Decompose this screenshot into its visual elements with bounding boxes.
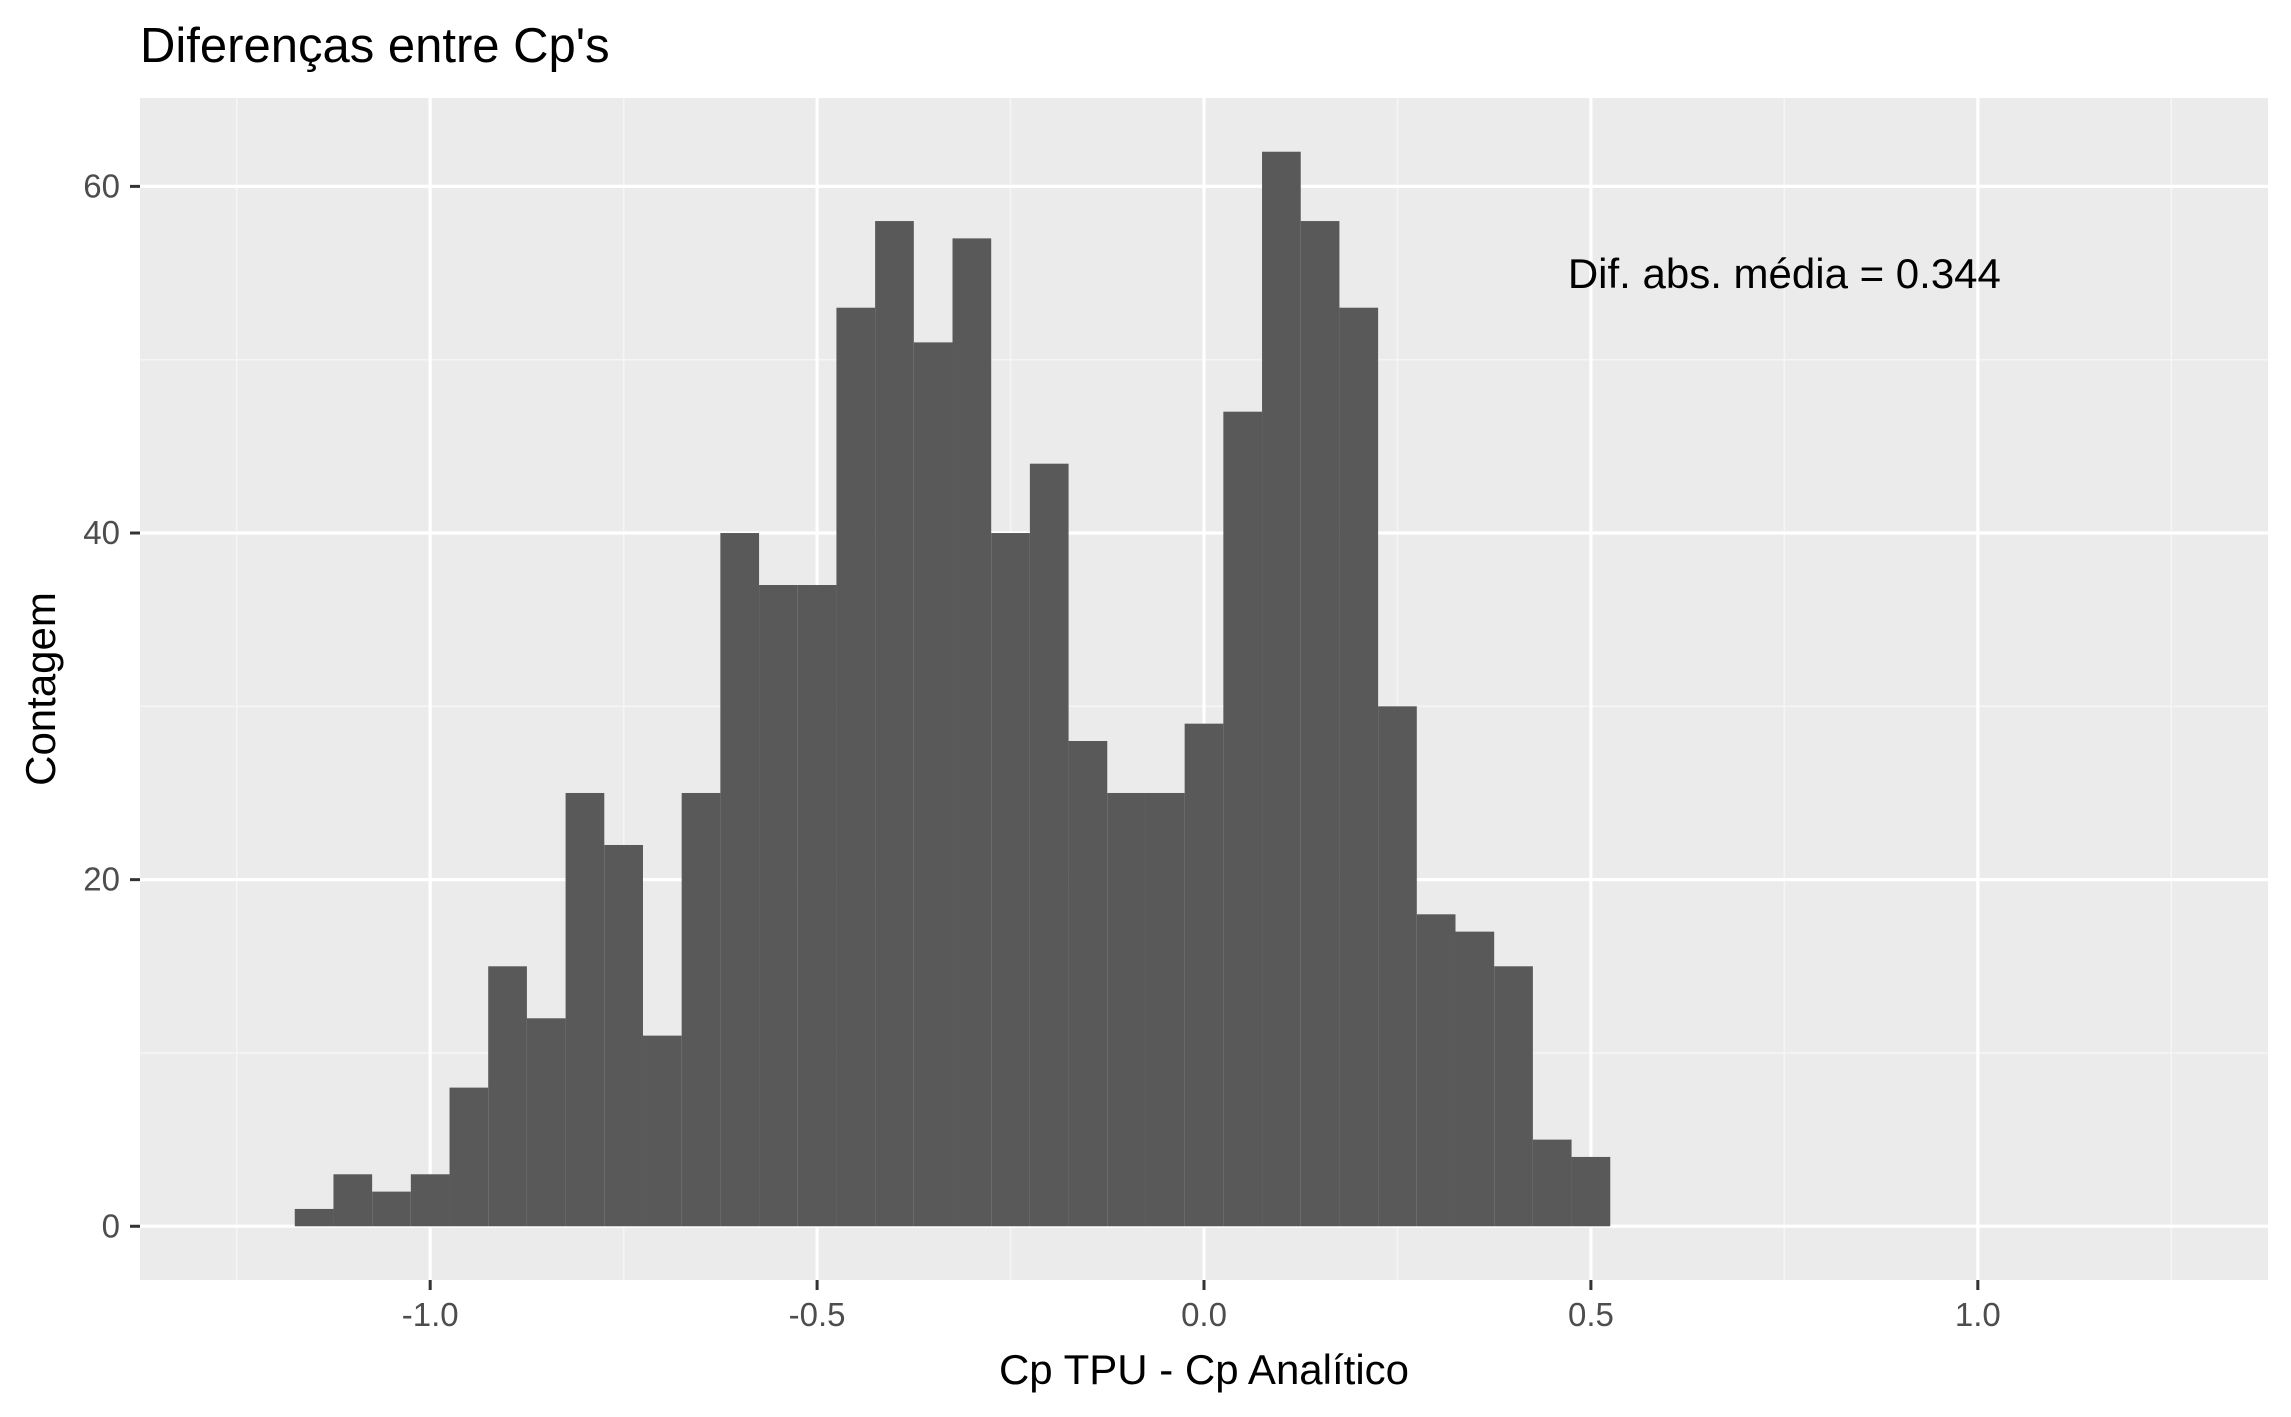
mean-abs-diff-annotation: Dif. abs. média = 0.344 xyxy=(1568,250,2001,297)
histogram-bar xyxy=(1494,966,1533,1227)
x-tick-label: -1.0 xyxy=(402,1296,459,1333)
histogram-bar xyxy=(372,1191,411,1227)
histogram-bar xyxy=(991,533,1030,1227)
histogram-bar xyxy=(449,1087,489,1227)
histogram-bar xyxy=(1029,463,1069,1227)
histogram-bar xyxy=(1455,931,1495,1227)
histogram-bar xyxy=(526,1018,566,1227)
y-tick-label: 60 xyxy=(83,167,120,204)
histogram-bar xyxy=(1223,411,1263,1227)
x-axis-title: Cp TPU - Cp Analítico xyxy=(999,1346,1409,1393)
x-tick-label: -0.5 xyxy=(789,1296,846,1333)
axis-ticks xyxy=(130,184,1980,1290)
y-axis-title: Contagem xyxy=(17,592,64,786)
histogram-bar xyxy=(1339,307,1379,1227)
x-tick-label: 0.5 xyxy=(1568,1296,1614,1333)
histogram-bar xyxy=(1378,706,1417,1227)
histogram-bar xyxy=(681,792,721,1227)
chart-title: Diferenças entre Cp's xyxy=(140,19,610,73)
histogram-bar xyxy=(604,844,643,1227)
histogram-bar xyxy=(488,966,527,1227)
histogram-bar xyxy=(1145,792,1185,1227)
histogram-bar xyxy=(642,1035,682,1227)
histogram-bar xyxy=(720,533,760,1227)
histogram-bar xyxy=(1416,914,1456,1227)
histogram-bar xyxy=(1107,792,1146,1227)
histogram-bar xyxy=(875,221,914,1227)
histogram-bar xyxy=(952,238,992,1227)
y-tick-label: 40 xyxy=(83,514,120,551)
histogram-bar xyxy=(836,307,876,1227)
histogram-bar xyxy=(410,1174,450,1227)
histogram-bar xyxy=(759,585,798,1227)
x-tick-label: 1.0 xyxy=(1955,1296,2001,1333)
histogram-bars xyxy=(294,151,1611,1227)
histogram-bar xyxy=(333,1174,373,1227)
histogram-bar xyxy=(1262,151,1301,1227)
histogram-bar xyxy=(294,1208,334,1227)
histogram-bar xyxy=(1184,723,1224,1227)
histogram-bar xyxy=(1068,740,1108,1227)
y-tick-label: 0 xyxy=(102,1207,120,1244)
x-tick-label: 0.0 xyxy=(1181,1296,1227,1333)
histogram-bar xyxy=(1300,221,1340,1227)
histogram-bar xyxy=(797,585,837,1227)
histogram-bar xyxy=(1532,1139,1572,1227)
histogram-bar xyxy=(1571,1156,1611,1227)
histogram-bar xyxy=(565,792,605,1227)
y-tick-label: 20 xyxy=(83,861,120,898)
histogram-bar xyxy=(913,342,953,1227)
axis-tick-labels: -1.0 -0.5 0.0 0.5 1.0 0 20 40 60 xyxy=(83,167,2000,1333)
